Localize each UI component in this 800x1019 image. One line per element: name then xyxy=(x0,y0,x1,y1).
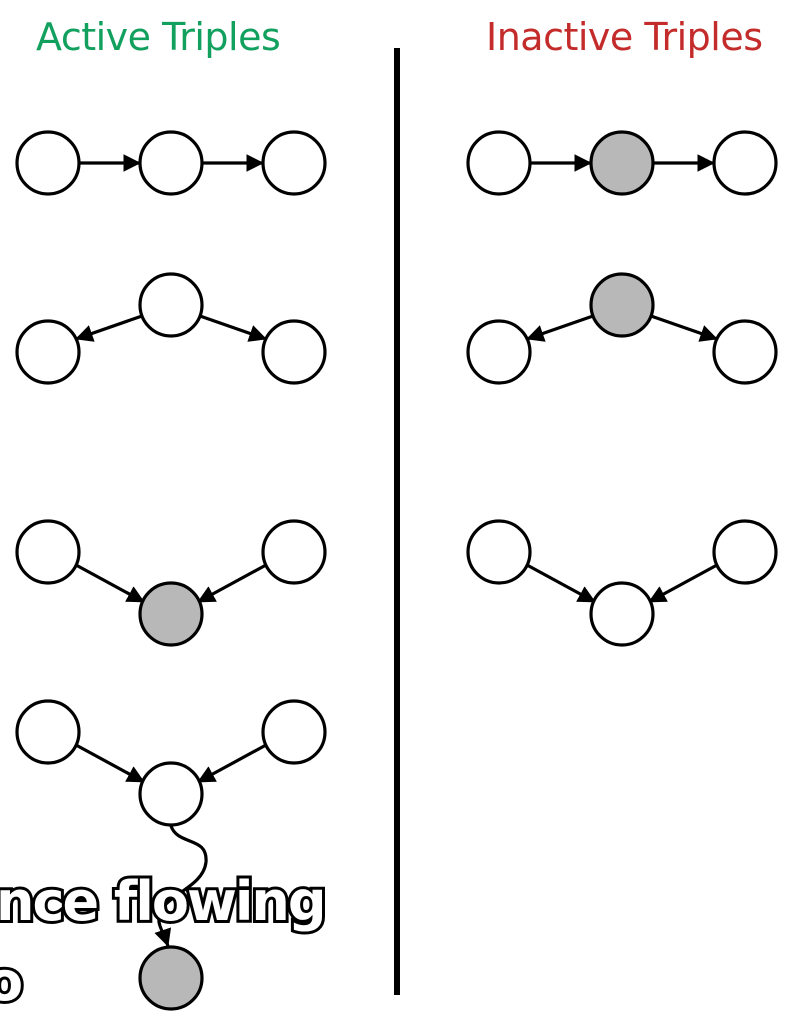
edge xyxy=(199,314,267,342)
node-observed xyxy=(589,272,655,338)
node-unobserved xyxy=(261,699,327,765)
node-unobserved xyxy=(466,319,532,385)
node-unobserved xyxy=(466,519,532,585)
edge xyxy=(75,743,145,784)
node-unobserved xyxy=(15,519,81,585)
node-unobserved xyxy=(15,319,81,385)
edge xyxy=(75,563,145,604)
node-unobserved xyxy=(138,130,204,196)
subtitle-line-1: nce flowing xyxy=(0,870,324,933)
node-observed-descendant xyxy=(138,945,204,1011)
node-unobserved xyxy=(15,699,81,765)
inactive-common-effect xyxy=(466,519,778,647)
node-unobserved xyxy=(712,130,778,196)
node-unobserved xyxy=(261,319,327,385)
active-causal-chain xyxy=(15,130,327,196)
inactive-common-cause xyxy=(466,272,778,385)
inactive-triples-heading: Inactive Triples xyxy=(486,15,763,59)
active-triples-heading: Active Triples xyxy=(36,15,281,59)
node-unobserved xyxy=(138,761,204,827)
edge xyxy=(197,743,267,784)
active-common-cause xyxy=(15,272,327,385)
node-unobserved xyxy=(261,519,327,585)
node-observed xyxy=(138,581,204,647)
node-unobserved xyxy=(589,581,655,647)
node-unobserved xyxy=(15,130,81,196)
node-unobserved xyxy=(138,272,204,338)
node-unobserved xyxy=(712,519,778,585)
active-observed-descendant xyxy=(15,699,327,1011)
edge xyxy=(526,563,596,604)
node-unobserved xyxy=(261,130,327,196)
edge xyxy=(526,314,594,342)
squiggle-edge xyxy=(154,825,208,947)
edge xyxy=(75,314,143,342)
node-observed xyxy=(589,130,655,196)
edge xyxy=(650,314,718,342)
node-unobserved xyxy=(712,319,778,385)
active-common-effect xyxy=(15,519,327,647)
inactive-causal-chain xyxy=(466,130,778,196)
subtitle-line-2: o xyxy=(0,950,21,1013)
edge xyxy=(648,563,718,604)
node-unobserved xyxy=(466,130,532,196)
edge xyxy=(197,563,267,604)
